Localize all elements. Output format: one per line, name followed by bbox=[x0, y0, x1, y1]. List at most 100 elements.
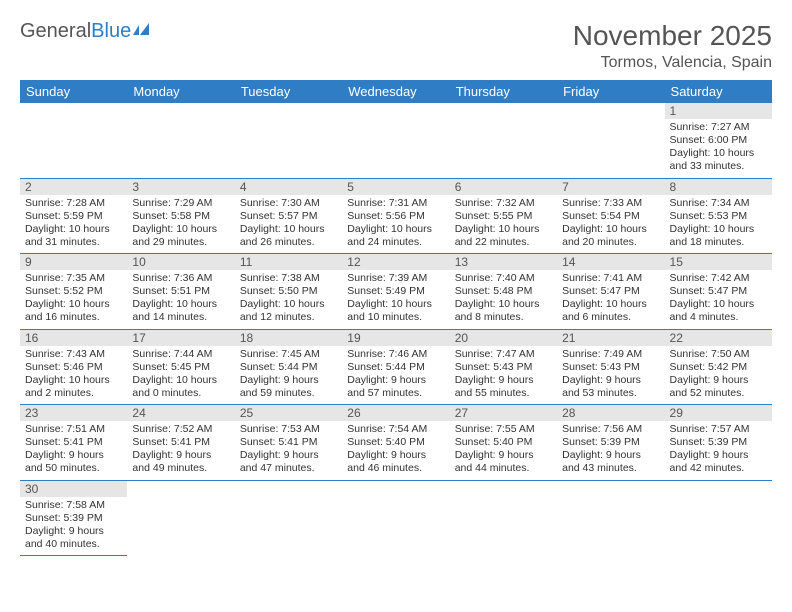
calendar-cell: 23Sunrise: 7:51 AMSunset: 5:41 PMDayligh… bbox=[20, 405, 127, 481]
calendar-cell-empty bbox=[342, 480, 449, 556]
day-details: Sunrise: 7:31 AMSunset: 5:56 PMDaylight:… bbox=[342, 195, 449, 254]
day-details: Sunrise: 7:49 AMSunset: 5:43 PMDaylight:… bbox=[557, 346, 664, 405]
day-details: Sunrise: 7:47 AMSunset: 5:43 PMDaylight:… bbox=[450, 346, 557, 405]
calendar-cell-empty bbox=[342, 103, 449, 178]
day-number: 20 bbox=[450, 330, 557, 346]
day-details: Sunrise: 7:41 AMSunset: 5:47 PMDaylight:… bbox=[557, 270, 664, 329]
calendar-cell: 14Sunrise: 7:41 AMSunset: 5:47 PMDayligh… bbox=[557, 254, 664, 330]
calendar-cell: 2Sunrise: 7:28 AMSunset: 5:59 PMDaylight… bbox=[20, 178, 127, 254]
day-details: Sunrise: 7:46 AMSunset: 5:44 PMDaylight:… bbox=[342, 346, 449, 405]
calendar-cell-empty bbox=[450, 480, 557, 556]
calendar-body: 1Sunrise: 7:27 AMSunset: 6:00 PMDaylight… bbox=[20, 103, 772, 556]
calendar-cell: 6Sunrise: 7:32 AMSunset: 5:55 PMDaylight… bbox=[450, 178, 557, 254]
calendar-cell: 27Sunrise: 7:55 AMSunset: 5:40 PMDayligh… bbox=[450, 405, 557, 481]
logo: GeneralBlue bbox=[20, 20, 155, 43]
calendar-row: 23Sunrise: 7:51 AMSunset: 5:41 PMDayligh… bbox=[20, 405, 772, 481]
day-details: Sunrise: 7:35 AMSunset: 5:52 PMDaylight:… bbox=[20, 270, 127, 329]
day-number: 13 bbox=[450, 254, 557, 270]
day-number: 9 bbox=[20, 254, 127, 270]
day-details: Sunrise: 7:58 AMSunset: 5:39 PMDaylight:… bbox=[20, 497, 127, 556]
day-number: 18 bbox=[235, 330, 342, 346]
day-details: Sunrise: 7:57 AMSunset: 5:39 PMDaylight:… bbox=[665, 421, 772, 480]
calendar-cell: 30Sunrise: 7:58 AMSunset: 5:39 PMDayligh… bbox=[20, 480, 127, 556]
day-number: 1 bbox=[665, 103, 772, 119]
day-details: Sunrise: 7:44 AMSunset: 5:45 PMDaylight:… bbox=[127, 346, 234, 405]
day-number: 25 bbox=[235, 405, 342, 421]
calendar-cell: 22Sunrise: 7:50 AMSunset: 5:42 PMDayligh… bbox=[665, 329, 772, 405]
calendar-cell: 7Sunrise: 7:33 AMSunset: 5:54 PMDaylight… bbox=[557, 178, 664, 254]
calendar-row: 2Sunrise: 7:28 AMSunset: 5:59 PMDaylight… bbox=[20, 178, 772, 254]
day-number: 19 bbox=[342, 330, 449, 346]
calendar-cell-empty bbox=[127, 480, 234, 556]
day-number: 10 bbox=[127, 254, 234, 270]
day-number: 2 bbox=[20, 179, 127, 195]
calendar-cell: 4Sunrise: 7:30 AMSunset: 5:57 PMDaylight… bbox=[235, 178, 342, 254]
calendar-cell: 25Sunrise: 7:53 AMSunset: 5:41 PMDayligh… bbox=[235, 405, 342, 481]
logo-text-1: General bbox=[20, 20, 91, 43]
day-number: 8 bbox=[665, 179, 772, 195]
calendar-cell-empty bbox=[235, 103, 342, 178]
calendar-cell: 24Sunrise: 7:52 AMSunset: 5:41 PMDayligh… bbox=[127, 405, 234, 481]
weekday-header: Thursday bbox=[450, 80, 557, 103]
month-title: November 2025 bbox=[573, 20, 772, 52]
day-number: 30 bbox=[20, 481, 127, 497]
calendar-cell: 5Sunrise: 7:31 AMSunset: 5:56 PMDaylight… bbox=[342, 178, 449, 254]
day-number: 6 bbox=[450, 179, 557, 195]
day-number: 29 bbox=[665, 405, 772, 421]
day-details: Sunrise: 7:55 AMSunset: 5:40 PMDaylight:… bbox=[450, 421, 557, 480]
weekday-header: Monday bbox=[127, 80, 234, 103]
calendar-cell: 13Sunrise: 7:40 AMSunset: 5:48 PMDayligh… bbox=[450, 254, 557, 330]
calendar-cell: 1Sunrise: 7:27 AMSunset: 6:00 PMDaylight… bbox=[665, 103, 772, 178]
day-details: Sunrise: 7:43 AMSunset: 5:46 PMDaylight:… bbox=[20, 346, 127, 405]
calendar-cell: 16Sunrise: 7:43 AMSunset: 5:46 PMDayligh… bbox=[20, 329, 127, 405]
calendar-cell-empty bbox=[557, 480, 664, 556]
calendar-cell: 15Sunrise: 7:42 AMSunset: 5:47 PMDayligh… bbox=[665, 254, 772, 330]
calendar-cell: 9Sunrise: 7:35 AMSunset: 5:52 PMDaylight… bbox=[20, 254, 127, 330]
weekday-header: Saturday bbox=[665, 80, 772, 103]
calendar-cell-empty bbox=[127, 103, 234, 178]
day-details: Sunrise: 7:32 AMSunset: 5:55 PMDaylight:… bbox=[450, 195, 557, 254]
day-details: Sunrise: 7:33 AMSunset: 5:54 PMDaylight:… bbox=[557, 195, 664, 254]
title-block: November 2025 Tormos, Valencia, Spain bbox=[573, 20, 772, 72]
calendar-cell-empty bbox=[665, 480, 772, 556]
day-details: Sunrise: 7:53 AMSunset: 5:41 PMDaylight:… bbox=[235, 421, 342, 480]
day-details: Sunrise: 7:27 AMSunset: 6:00 PMDaylight:… bbox=[665, 119, 772, 178]
day-number: 12 bbox=[342, 254, 449, 270]
calendar-row: 30Sunrise: 7:58 AMSunset: 5:39 PMDayligh… bbox=[20, 480, 772, 556]
day-number: 4 bbox=[235, 179, 342, 195]
calendar-cell-empty bbox=[20, 103, 127, 178]
day-number: 15 bbox=[665, 254, 772, 270]
day-details: Sunrise: 7:45 AMSunset: 5:44 PMDaylight:… bbox=[235, 346, 342, 405]
weekday-header: Tuesday bbox=[235, 80, 342, 103]
day-details: Sunrise: 7:38 AMSunset: 5:50 PMDaylight:… bbox=[235, 270, 342, 329]
calendar-cell: 21Sunrise: 7:49 AMSunset: 5:43 PMDayligh… bbox=[557, 329, 664, 405]
day-details: Sunrise: 7:51 AMSunset: 5:41 PMDaylight:… bbox=[20, 421, 127, 480]
day-details: Sunrise: 7:40 AMSunset: 5:48 PMDaylight:… bbox=[450, 270, 557, 329]
day-details: Sunrise: 7:56 AMSunset: 5:39 PMDaylight:… bbox=[557, 421, 664, 480]
day-number: 28 bbox=[557, 405, 664, 421]
day-number: 5 bbox=[342, 179, 449, 195]
weekday-header: Wednesday bbox=[342, 80, 449, 103]
calendar-cell: 3Sunrise: 7:29 AMSunset: 5:58 PMDaylight… bbox=[127, 178, 234, 254]
day-details: Sunrise: 7:36 AMSunset: 5:51 PMDaylight:… bbox=[127, 270, 234, 329]
day-number: 21 bbox=[557, 330, 664, 346]
weekday-header: Sunday bbox=[20, 80, 127, 103]
day-number: 16 bbox=[20, 330, 127, 346]
calendar-cell-empty bbox=[557, 103, 664, 178]
calendar-cell: 18Sunrise: 7:45 AMSunset: 5:44 PMDayligh… bbox=[235, 329, 342, 405]
calendar-cell: 11Sunrise: 7:38 AMSunset: 5:50 PMDayligh… bbox=[235, 254, 342, 330]
day-details: Sunrise: 7:28 AMSunset: 5:59 PMDaylight:… bbox=[20, 195, 127, 254]
calendar-cell: 29Sunrise: 7:57 AMSunset: 5:39 PMDayligh… bbox=[665, 405, 772, 481]
calendar-cell: 17Sunrise: 7:44 AMSunset: 5:45 PMDayligh… bbox=[127, 329, 234, 405]
day-number: 11 bbox=[235, 254, 342, 270]
calendar-table: SundayMondayTuesdayWednesdayThursdayFrid… bbox=[20, 80, 772, 556]
day-details: Sunrise: 7:52 AMSunset: 5:41 PMDaylight:… bbox=[127, 421, 234, 480]
calendar-row: 9Sunrise: 7:35 AMSunset: 5:52 PMDaylight… bbox=[20, 254, 772, 330]
day-number: 24 bbox=[127, 405, 234, 421]
day-details: Sunrise: 7:34 AMSunset: 5:53 PMDaylight:… bbox=[665, 195, 772, 254]
calendar-cell: 28Sunrise: 7:56 AMSunset: 5:39 PMDayligh… bbox=[557, 405, 664, 481]
calendar-cell: 26Sunrise: 7:54 AMSunset: 5:40 PMDayligh… bbox=[342, 405, 449, 481]
day-number: 17 bbox=[127, 330, 234, 346]
calendar-head: SundayMondayTuesdayWednesdayThursdayFrid… bbox=[20, 80, 772, 103]
calendar-cell: 10Sunrise: 7:36 AMSunset: 5:51 PMDayligh… bbox=[127, 254, 234, 330]
